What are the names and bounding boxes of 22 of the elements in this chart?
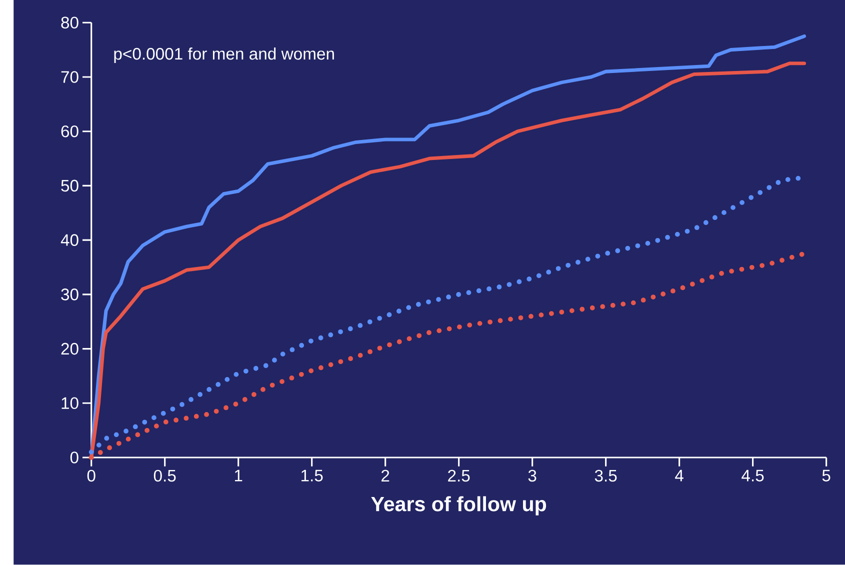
x-tick-label: 0 [87, 470, 96, 482]
x-tick-label: 0.5 [154, 470, 176, 482]
x-tick-label: 4.5 [742, 470, 764, 482]
y-tick-label: 10 [62, 397, 78, 410]
y-tick-label: 60 [61, 126, 78, 138]
y-tick-label: 30 [61, 288, 78, 300]
y-tick-label: 0 [70, 452, 78, 464]
y-tick-label: 40 [60, 234, 78, 246]
x-tick-label: 2.5 [448, 470, 470, 482]
x-axis-title: Years of follow up [371, 496, 546, 516]
y-tick-label: 80 [61, 16, 78, 29]
x-tick-label: 5 [822, 470, 830, 482]
x-tick-label: 2 [382, 470, 390, 482]
annotation: p<0.0001 for men and women [114, 48, 334, 64]
y-tick-label: 70 [61, 71, 78, 84]
x-tick-label: 1.5 [302, 470, 323, 482]
x-tick-label: 4 [675, 470, 684, 482]
y-tick-label: 50 [61, 180, 78, 192]
x-tick-label: 3 [528, 470, 536, 482]
x-tick-label: 3.5 [594, 470, 617, 482]
y-tick-label: 20 [61, 343, 78, 355]
x-tick-label: 1 [234, 470, 242, 482]
